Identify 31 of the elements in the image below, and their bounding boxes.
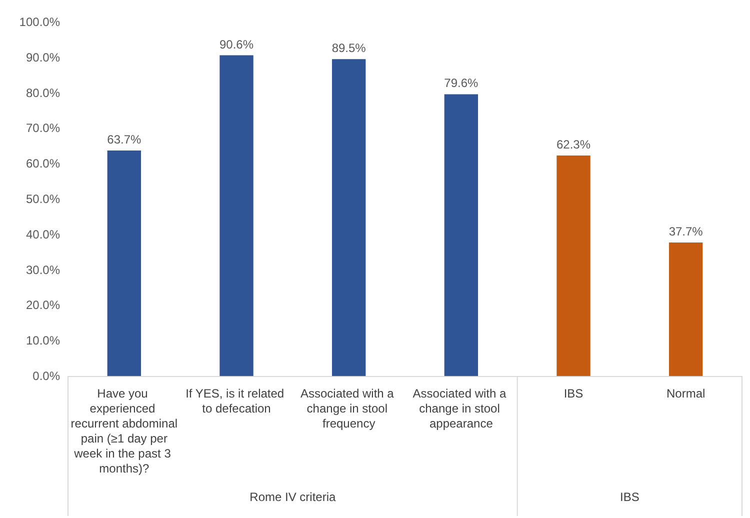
bar (332, 59, 366, 376)
data-label: 89.5% (332, 41, 366, 56)
y-tick-label: 60.0% (26, 156, 60, 171)
data-label: 62.3% (556, 137, 591, 152)
bar (668, 242, 703, 376)
y-tick-label: 90.0% (26, 50, 60, 64)
y-tick-label: 80.0% (26, 86, 60, 100)
text: IBS (620, 490, 640, 504)
data-label: 37.7% (668, 224, 704, 239)
x-tick-label: Have you experienced recurrent abdominal pain (≥1 day per week in the past 3 months)? (70, 386, 178, 476)
bar (556, 155, 590, 376)
bar (107, 150, 142, 376)
y-tick-label: 70.0% (26, 121, 60, 136)
data-label: 90.6% (219, 37, 254, 52)
text: Rome IV criteria (250, 490, 336, 504)
y-tick-label: 40.0% (26, 227, 60, 242)
bar (220, 55, 254, 376)
y-tick-label: 20.0% (26, 298, 60, 312)
y-tick-label: 30.0% (26, 262, 60, 277)
data-label: 79.6% (444, 76, 479, 90)
x-tick-label: IBS (564, 386, 584, 400)
y-tick-label: 50.0% (26, 192, 60, 206)
x-tick-label: If YES, is it related to defecation (186, 386, 288, 416)
x-tick-label: Associated with a change in stool appearance (412, 386, 510, 430)
x-tick-label: Associated with a change in stool frequency (300, 386, 398, 430)
y-tick-label: 100.0% (19, 15, 60, 29)
x-tick-label: Normal (666, 386, 706, 400)
y-tick-label: 0.0% (32, 369, 60, 383)
bar (444, 94, 478, 376)
data-label: 63.7% (107, 132, 142, 146)
y-tick-label: 10.0% (26, 334, 60, 348)
